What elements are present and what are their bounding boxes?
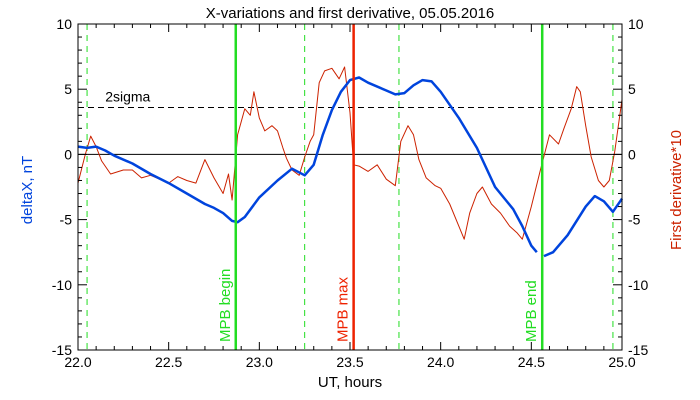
y-right-tick-label: -15: [628, 342, 648, 358]
x-tick-label: 23.5: [336, 354, 363, 370]
x-tick-label: 23.0: [246, 354, 273, 370]
x-axis-title: UT, hours: [318, 374, 382, 391]
y-right-tick-label: -5: [628, 212, 641, 228]
y-left-tick-label: 10: [56, 16, 72, 32]
chart-title: X-variations and first derivative, 05.05…: [206, 5, 495, 22]
series-line-first-derivative: [77, 66, 623, 240]
y-axis-left-title: deltaX, nT: [19, 156, 36, 224]
marker-label-mpb-begin: MPB begin: [217, 269, 234, 342]
y-right-tick-label: 5: [628, 81, 636, 97]
y-left-tick-label: 0: [64, 146, 72, 162]
chart-labels: 2sigma MPB begin MPB max MPB end: [105, 88, 540, 342]
sigma-label: 2sigma: [105, 88, 150, 104]
series-line-deltax: [543, 194, 624, 258]
y-right-tick-label: -10: [628, 277, 648, 293]
marker-label-mpb-end: MPB end: [523, 280, 540, 342]
y-right-tick-label: 10: [628, 16, 644, 32]
y-right-tick-label: 0: [628, 146, 636, 162]
series-line-deltax: [77, 76, 538, 254]
y-left-tick-label: -15: [52, 342, 72, 358]
chart-axes: 22.0 22.5 23.0 23.5 24.0 24.5 25.0-15 -15-10 -10…: [52, 16, 649, 370]
x-tick-label: 22.5: [155, 354, 182, 370]
x-tick-label: 22.0: [64, 354, 91, 370]
y-axis-right-title: First derivative*10: [668, 130, 685, 250]
x-tick-label: 24.5: [518, 354, 545, 370]
x-tick-label: 25.0: [608, 354, 635, 370]
y-left-tick-label: -10: [52, 277, 72, 293]
marker-label-mpb-max: MPB max: [335, 276, 352, 342]
x-tick-label: 24.0: [427, 354, 454, 370]
y-left-tick-label: 5: [64, 81, 72, 97]
chart-data-layer: [77, 24, 624, 350]
y-left-tick-label: -5: [60, 212, 73, 228]
